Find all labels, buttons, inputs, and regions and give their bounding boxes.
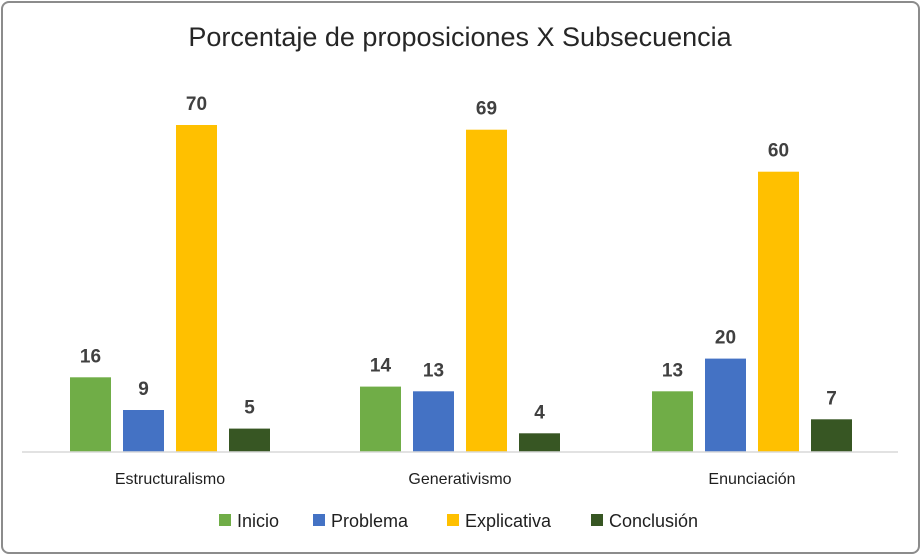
data-label: 70 [186,94,207,115]
legend-swatch [591,514,603,526]
data-label: 13 [662,360,683,381]
bar-explicativa-estructuralismo [176,125,217,452]
x-tick-labels-group: Estructuralismo Generativismo Enunciación [115,471,796,488]
chart-title: Porcentaje de proposiciones X Subsecuenc… [188,22,732,52]
legend-item-problema: Problema [313,511,409,531]
bars-group [70,125,852,452]
bar-conclusión-generativismo [519,433,560,452]
bar-inicio-generativismo [360,386,401,452]
bar-explicativa-generativismo [466,129,507,452]
bar-inicio-estructuralismo [70,377,111,452]
data-label: 14 [370,356,392,377]
legend-swatch [447,514,459,526]
data-label: 69 [476,99,497,120]
legend-label: Inicio [237,511,279,531]
bar-explicativa-enunciación [758,171,799,452]
legend-item-inicio: Inicio [219,511,279,531]
bar-conclusión-estructuralismo [229,428,270,452]
bar-problema-estructuralismo [123,410,164,452]
bar-inicio-enunciación [652,391,693,452]
bar-conclusión-enunciación [811,419,852,452]
data-label: 5 [244,398,255,419]
x-tick-label: Estructuralismo [115,471,225,488]
legend-label: Conclusión [609,511,698,531]
legend-label: Explicativa [465,511,552,531]
data-label: 16 [80,346,101,367]
data-label: 20 [715,328,736,349]
data-label: 9 [138,379,149,400]
x-tick-label: Enunciación [708,471,795,488]
legend-item-explicativa: Explicativa [447,511,552,531]
legend-swatch [313,514,325,526]
value-labels-group: 16 14 13 9 13 20 70 69 60 5 4 7 [80,94,837,423]
bar-problema-generativismo [413,391,454,452]
bar-problema-enunciación [705,358,746,452]
legend-item-conclusión: Conclusión [591,511,698,531]
legend-label: Problema [331,511,409,531]
x-tick-label: Generativismo [408,471,511,488]
legend: Inicio Problema Explicativa Conclusión [219,511,698,531]
data-label: 60 [768,141,789,162]
data-label: 7 [826,388,837,409]
data-label: 4 [534,402,545,423]
legend-swatch [219,514,231,526]
data-label: 13 [423,360,444,381]
